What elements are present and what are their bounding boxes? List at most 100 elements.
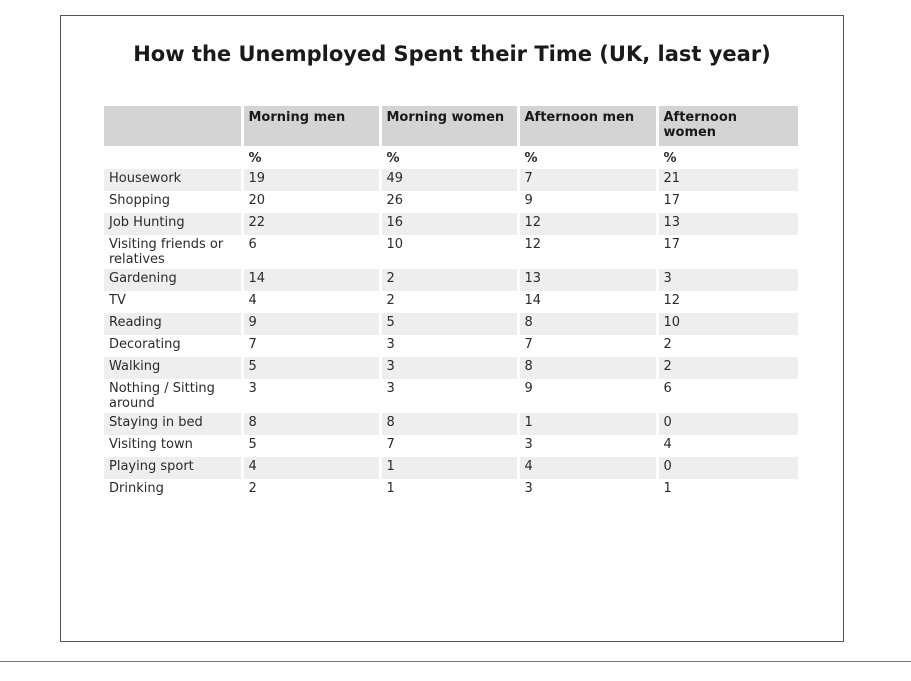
row-label: Visiting town (109, 437, 193, 452)
data-cell: 21 (655, 169, 798, 191)
table-row: Visiting friends or relatives 6 10 12 17 (104, 235, 798, 269)
data-cell: 12 (524, 237, 542, 252)
data-cell: 9 (524, 381, 533, 396)
data-cell: 7 (516, 169, 657, 191)
data-cell: 9 (240, 313, 380, 335)
data-cell: 2 (655, 357, 798, 379)
data-cell: 17 (663, 237, 681, 252)
table-row: Shopping 20 26 9 17 (104, 191, 798, 213)
data-cell: 3 (386, 381, 395, 396)
table-row: Job Hunting 22 16 12 13 (104, 213, 798, 235)
data-cell: 0 (655, 413, 798, 435)
row-label: Gardening (104, 269, 242, 291)
data-cell: 3 (378, 357, 518, 379)
row-label: Nothing / Sitting around (109, 381, 215, 411)
data-cell: 0 (655, 457, 798, 479)
row-label: Job Hunting (104, 213, 242, 235)
table-row: TV 4 2 14 12 (104, 291, 798, 313)
table-row: Walking 5 3 8 2 (104, 357, 798, 379)
row-label: Reading (104, 313, 242, 335)
data-cell: 13 (516, 269, 657, 291)
data-cell: 14 (240, 269, 380, 291)
row-label: Shopping (109, 193, 171, 208)
data-cell: 5 (240, 357, 380, 379)
data-cell: 2 (378, 269, 518, 291)
data-cell: 14 (524, 293, 542, 308)
unit-cell (104, 146, 242, 169)
row-label: Staying in bed (104, 413, 242, 435)
table-body: % % % % Housework 19 49 7 21 Shopping 20 26 9 17 J… (104, 146, 798, 501)
data-cell: 3 (524, 437, 533, 452)
table-row: Housework 19 49 7 21 (104, 169, 798, 191)
data-cell: 2 (663, 337, 672, 352)
data-cell: 9 (524, 193, 533, 208)
table-row: Playing sport 4 1 4 0 (104, 457, 798, 479)
unit-cell: % (248, 151, 262, 166)
table-row: Decorating 7 3 7 2 (104, 335, 798, 357)
chart-title: How the Unemployed Spent their Time (UK,… (133, 42, 771, 66)
data-cell: 4 (240, 457, 380, 479)
unit-cell: % (386, 151, 400, 166)
unit-row: % % % % (104, 146, 798, 169)
table-row: Nothing / Sitting around 3 3 9 6 (104, 379, 798, 413)
data-cell: 8 (516, 357, 657, 379)
data-cell: 1 (516, 413, 657, 435)
data-cell: 16 (378, 213, 518, 235)
data-cell: 1 (378, 457, 518, 479)
data-cell: 49 (378, 169, 518, 191)
data-cell: 4 (516, 457, 657, 479)
column-header (104, 106, 242, 146)
data-cell: 4 (248, 293, 257, 308)
data-cell: 3 (655, 269, 798, 291)
data-cell: 3 (386, 337, 395, 352)
table-row: Reading 9 5 8 10 (104, 313, 798, 335)
data-cell: 6 (663, 381, 672, 396)
data-cell: 5 (378, 313, 518, 335)
row-label: Housework (104, 169, 242, 191)
data-cell: 5 (248, 437, 257, 452)
data-table: Morning men Morning women Afternoon men … (104, 106, 798, 501)
unit-cell: % (663, 151, 677, 166)
row-label: Walking (104, 357, 242, 379)
data-cell: 7 (386, 437, 395, 452)
table-row: Gardening 14 2 13 3 (104, 269, 798, 291)
data-cell: 7 (524, 337, 533, 352)
data-cell: 10 (386, 237, 404, 252)
column-header: Morning women (378, 106, 518, 146)
table-row: Staying in bed 8 8 1 0 (104, 413, 798, 435)
data-cell: 2 (386, 293, 395, 308)
data-cell: 8 (240, 413, 380, 435)
data-cell: 19 (240, 169, 380, 191)
unit-cell: % (524, 151, 538, 166)
data-cell: 7 (248, 337, 257, 352)
row-label: TV (109, 293, 126, 308)
data-cell: 10 (655, 313, 798, 335)
data-cell: 26 (386, 193, 404, 208)
data-cell: 3 (248, 381, 257, 396)
data-cell: 6 (248, 237, 257, 252)
row-label: Visiting friends or relatives (109, 237, 224, 267)
data-cell: 8 (378, 413, 518, 435)
data-cell: 4 (663, 437, 672, 452)
row-label: Decorating (109, 337, 181, 352)
data-cell: 20 (248, 193, 266, 208)
data-cell: 17 (663, 193, 681, 208)
column-header: Morning men (240, 106, 380, 146)
column-header: Afternoon men (516, 106, 657, 146)
row-label: Drinking (109, 481, 164, 496)
page-divider (0, 661, 911, 662)
data-cell: 12 (516, 213, 657, 235)
table-row: Visiting town 5 7 3 4 (104, 435, 798, 457)
header-row: Morning men Morning women Afternoon men … (104, 106, 798, 146)
data-cell: 8 (516, 313, 657, 335)
table-row: Drinking 2 1 3 1 (104, 479, 798, 501)
data-cell: 2 (248, 481, 257, 496)
data-cell: 1 (663, 481, 672, 496)
data-cell: 3 (524, 481, 533, 496)
data-cell: 22 (240, 213, 380, 235)
data-cell: 12 (663, 293, 681, 308)
column-header: Afternoon women (655, 106, 798, 146)
data-cell: 13 (655, 213, 798, 235)
row-label: Playing sport (104, 457, 242, 479)
data-cell: 1 (386, 481, 395, 496)
